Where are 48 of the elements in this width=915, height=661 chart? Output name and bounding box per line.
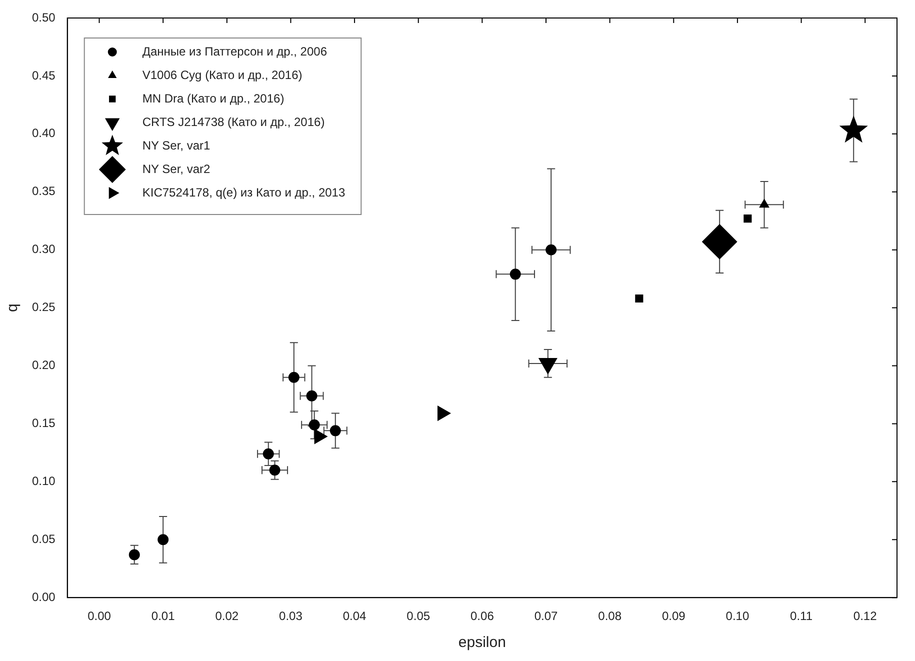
- point: [744, 214, 752, 223]
- legend-label: CRTS J214738 (Като и др., 2016): [142, 114, 325, 129]
- point: [308, 419, 320, 430]
- point: [546, 244, 557, 256]
- legend-label: MN Dra (Като и др., 2016): [142, 91, 284, 106]
- legend-label: Данные из Паттерсон и др., 2006: [142, 44, 328, 58]
- x-tick-label: 0.12: [853, 609, 878, 624]
- point: [128, 549, 140, 560]
- legend-label: KIC7524178, q(e) из Като и др., 2013: [142, 185, 346, 200]
- point: [330, 425, 341, 436]
- point: [759, 199, 770, 208]
- point: [288, 372, 300, 383]
- x-tick-label: 0.10: [726, 609, 750, 624]
- legend-label: V1006 Cyg (Като и др., 2016): [142, 68, 302, 82]
- y-tick-label: 0.45: [32, 68, 56, 82]
- y-tick-label: 0.25: [32, 300, 56, 314]
- y-tick-label: 0.00: [32, 590, 56, 604]
- x-tick-label: 0.07: [534, 609, 558, 624]
- y-tick-label: 0.50: [32, 10, 56, 24]
- y-tick-label: 0.05: [32, 532, 56, 546]
- x-axis-title: epsilon: [458, 634, 506, 652]
- point: [158, 534, 169, 546]
- point: [306, 390, 318, 402]
- y-tick-label: 0.35: [32, 184, 56, 198]
- x-tick-label: 0.06: [470, 609, 494, 624]
- point: [839, 115, 868, 143]
- y-tick-label: 0.10: [32, 474, 56, 488]
- x-tick-label: 0.00: [88, 609, 112, 624]
- x-tick-label: 0.08: [598, 609, 622, 624]
- y-tick-label: 0.40: [32, 126, 56, 140]
- point: [702, 224, 738, 260]
- y-axis-title: q: [4, 304, 22, 312]
- point: [635, 294, 644, 303]
- x-tick-label: 0.11: [790, 609, 813, 624]
- x-tick-label: 0.03: [279, 609, 303, 624]
- x-tick-label: 0.05: [406, 609, 430, 624]
- legend-label: NY Ser, var1: [142, 138, 210, 152]
- y-tick-label: 0.30: [32, 242, 56, 256]
- x-tick-label: 0.09: [662, 609, 686, 624]
- y-tick-label: 0.15: [32, 416, 56, 430]
- point: [262, 448, 274, 460]
- x-tick-label: 0.01: [151, 609, 176, 624]
- legend-label: NY Ser, var2: [142, 162, 210, 176]
- point: [510, 268, 521, 280]
- point: [269, 464, 280, 476]
- x-tick-label: 0.02: [215, 609, 239, 624]
- y-tick-label: 0.20: [32, 358, 56, 372]
- x-tick-label: 0.04: [342, 609, 367, 624]
